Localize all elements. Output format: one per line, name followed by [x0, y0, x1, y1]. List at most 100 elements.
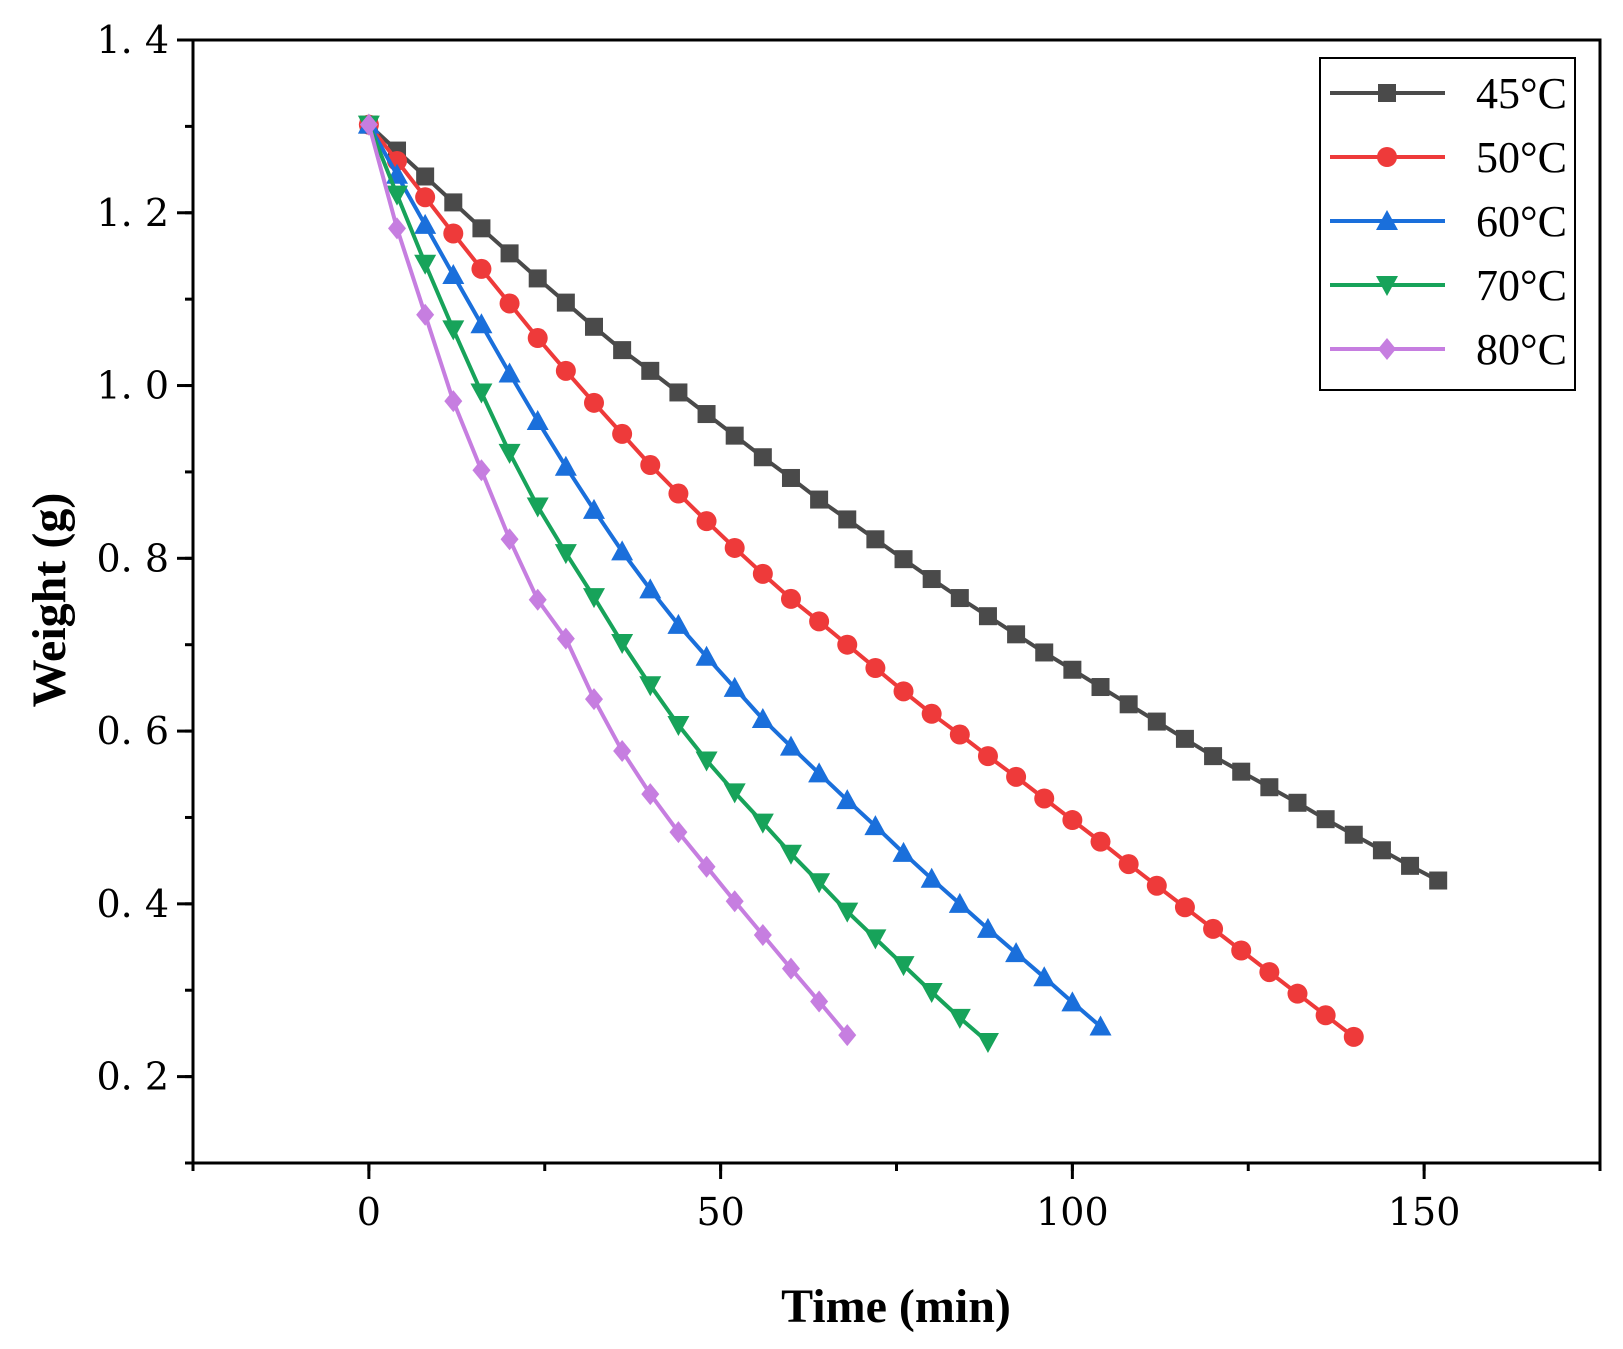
- legend-marker: [1376, 210, 1398, 230]
- data-point: [500, 244, 519, 263]
- data-point: [1260, 778, 1279, 797]
- data-point: [1033, 966, 1056, 987]
- legend-label: 45°C: [1476, 69, 1567, 118]
- data-point: [471, 258, 492, 279]
- y-tick-label: 0. 2: [96, 1055, 169, 1099]
- data-point: [442, 263, 465, 284]
- data-point: [386, 185, 409, 206]
- data-point: [753, 923, 772, 946]
- series-0: [359, 115, 1448, 890]
- data-point: [1091, 678, 1110, 697]
- data-point: [499, 293, 520, 314]
- data-point: [779, 735, 802, 756]
- x-tick-label: 100: [1036, 1190, 1109, 1234]
- data-point: [582, 588, 605, 609]
- data-point: [641, 361, 660, 380]
- series-4: [359, 113, 857, 1047]
- data-point: [444, 390, 463, 413]
- legend-item: 70°C: [1330, 261, 1567, 310]
- data-point: [866, 530, 885, 549]
- y-tick-label: 1. 0: [96, 364, 169, 408]
- series-line: [366, 124, 849, 1037]
- legend-item: 50°C: [1330, 133, 1567, 182]
- data-point: [810, 990, 829, 1013]
- data-point: [920, 867, 943, 888]
- data-point: [922, 570, 941, 589]
- data-point: [611, 540, 634, 561]
- series-line: [367, 123, 1440, 883]
- data-point: [1259, 962, 1280, 983]
- data-point: [612, 423, 633, 444]
- series-2: [357, 113, 1112, 1036]
- data-point: [780, 588, 801, 609]
- y-tick-label: 0. 8: [96, 536, 169, 580]
- data-point: [695, 751, 718, 772]
- x-tick-label: 50: [696, 1190, 744, 1234]
- data-point: [837, 634, 858, 655]
- legend-item: 60°C: [1330, 197, 1567, 246]
- data-point: [639, 578, 662, 599]
- data-point: [838, 1024, 857, 1047]
- data-point: [556, 627, 575, 650]
- data-point: [1062, 810, 1083, 831]
- axes: 0. 2 0. 4 0. 6 0. 8 1. 0 1. 2 1. 4 0 50 100 150: [96, 18, 1602, 1234]
- data-point: [416, 303, 435, 326]
- x-tick-label: 150: [1388, 1190, 1461, 1234]
- data-point: [668, 483, 689, 504]
- data-point: [556, 293, 575, 312]
- data-point: [865, 658, 886, 679]
- data-point: [725, 890, 744, 913]
- data-point: [1035, 643, 1054, 662]
- data-point: [583, 392, 604, 413]
- data-point: [948, 892, 971, 913]
- data-point: [359, 113, 378, 136]
- data-point: [1006, 766, 1027, 787]
- data-point: [500, 528, 519, 551]
- data-point: [527, 328, 548, 349]
- data-point: [669, 383, 688, 402]
- data-point: [1119, 695, 1138, 714]
- data-point: [751, 707, 774, 728]
- data-point: [1005, 942, 1028, 963]
- data-point: [864, 929, 887, 950]
- data-point: [528, 588, 547, 611]
- data-point: [949, 724, 970, 745]
- data-point: [838, 510, 857, 529]
- x-tick-label: 0: [357, 1190, 381, 1234]
- data-point: [697, 405, 716, 424]
- legend-label: 50°C: [1476, 133, 1567, 182]
- data-point: [892, 956, 915, 977]
- data-point: [613, 341, 632, 360]
- data-point: [555, 360, 576, 381]
- data-point: [1343, 1026, 1364, 1047]
- data-point: [472, 219, 491, 238]
- data-point: [1204, 747, 1223, 766]
- data-point: [1174, 897, 1195, 918]
- data-point: [1089, 1015, 1112, 1036]
- data-point: [498, 362, 521, 383]
- data-point: [779, 844, 802, 865]
- data-point: [584, 688, 603, 711]
- data-point: [810, 490, 829, 509]
- data-point: [498, 443, 521, 464]
- data-point: [753, 448, 772, 467]
- series-3: [357, 115, 999, 1054]
- legend-box: [1319, 57, 1576, 391]
- legend-label: 70°C: [1476, 261, 1567, 310]
- data-point: [864, 815, 887, 836]
- data-point: [1147, 712, 1166, 731]
- data-point: [781, 957, 800, 980]
- data-point: [809, 611, 830, 632]
- legend-label: 60°C: [1476, 197, 1567, 246]
- data-point: [640, 455, 661, 476]
- data-point: [584, 317, 603, 336]
- data-point: [1175, 729, 1194, 748]
- data-point: [613, 739, 632, 762]
- data-point: [723, 783, 746, 804]
- y-tick-label: 0. 6: [96, 709, 169, 753]
- data-point: [667, 716, 690, 737]
- x-axis-title: Time (min): [781, 1280, 1011, 1333]
- data-point: [639, 676, 662, 697]
- data-point: [1203, 918, 1224, 939]
- data-point: [442, 320, 465, 341]
